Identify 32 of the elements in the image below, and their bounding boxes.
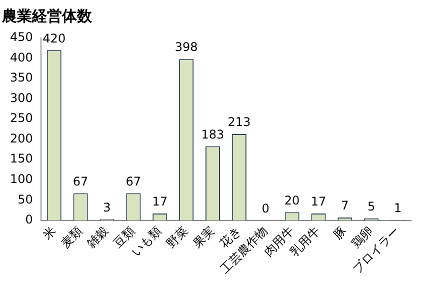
- data-label: 5: [368, 199, 376, 214]
- x-tick-label: 米: [40, 224, 58, 242]
- data-label: 213: [228, 115, 251, 130]
- y-tick-label: 0: [25, 212, 33, 227]
- y-tick-label: 150: [10, 152, 33, 166]
- y-tick-label: 400: [10, 50, 33, 64]
- data-label: 17: [310, 194, 326, 209]
- y-tick-label: 200: [10, 131, 33, 146]
- data-label: 1: [394, 201, 402, 216]
- data-label: 183: [201, 127, 224, 142]
- x-tick-label: 豆類: [110, 224, 138, 251]
- data-label: 0: [262, 202, 270, 216]
- x-tick-label: 麦類: [58, 224, 85, 251]
- data-label: 398: [174, 40, 198, 54]
- data-label: 3: [103, 200, 111, 214]
- x-tick-label: 野菜: [164, 224, 191, 251]
- data-label: 420: [42, 31, 66, 46]
- data-label: 7: [341, 198, 349, 213]
- y-tick-label: 50: [18, 192, 33, 206]
- y-tick-label: 450: [10, 30, 33, 44]
- x-tick-label: 果実: [190, 224, 218, 251]
- data-label: 67: [72, 174, 88, 188]
- data-label: 20: [284, 193, 300, 208]
- chart-title: 農業経営体数: [1, 6, 93, 25]
- y-tick-label: 250: [10, 111, 33, 126]
- y-tick-label: 350: [10, 70, 33, 85]
- data-label: 17: [152, 194, 168, 209]
- data-label: 67: [126, 174, 142, 188]
- x-tick-label: 雑穀: [84, 224, 112, 251]
- y-tick-label: 300: [10, 90, 33, 105]
- x-tick-label: 豚: [330, 224, 350, 242]
- y-tick-label: 100: [10, 172, 33, 186]
